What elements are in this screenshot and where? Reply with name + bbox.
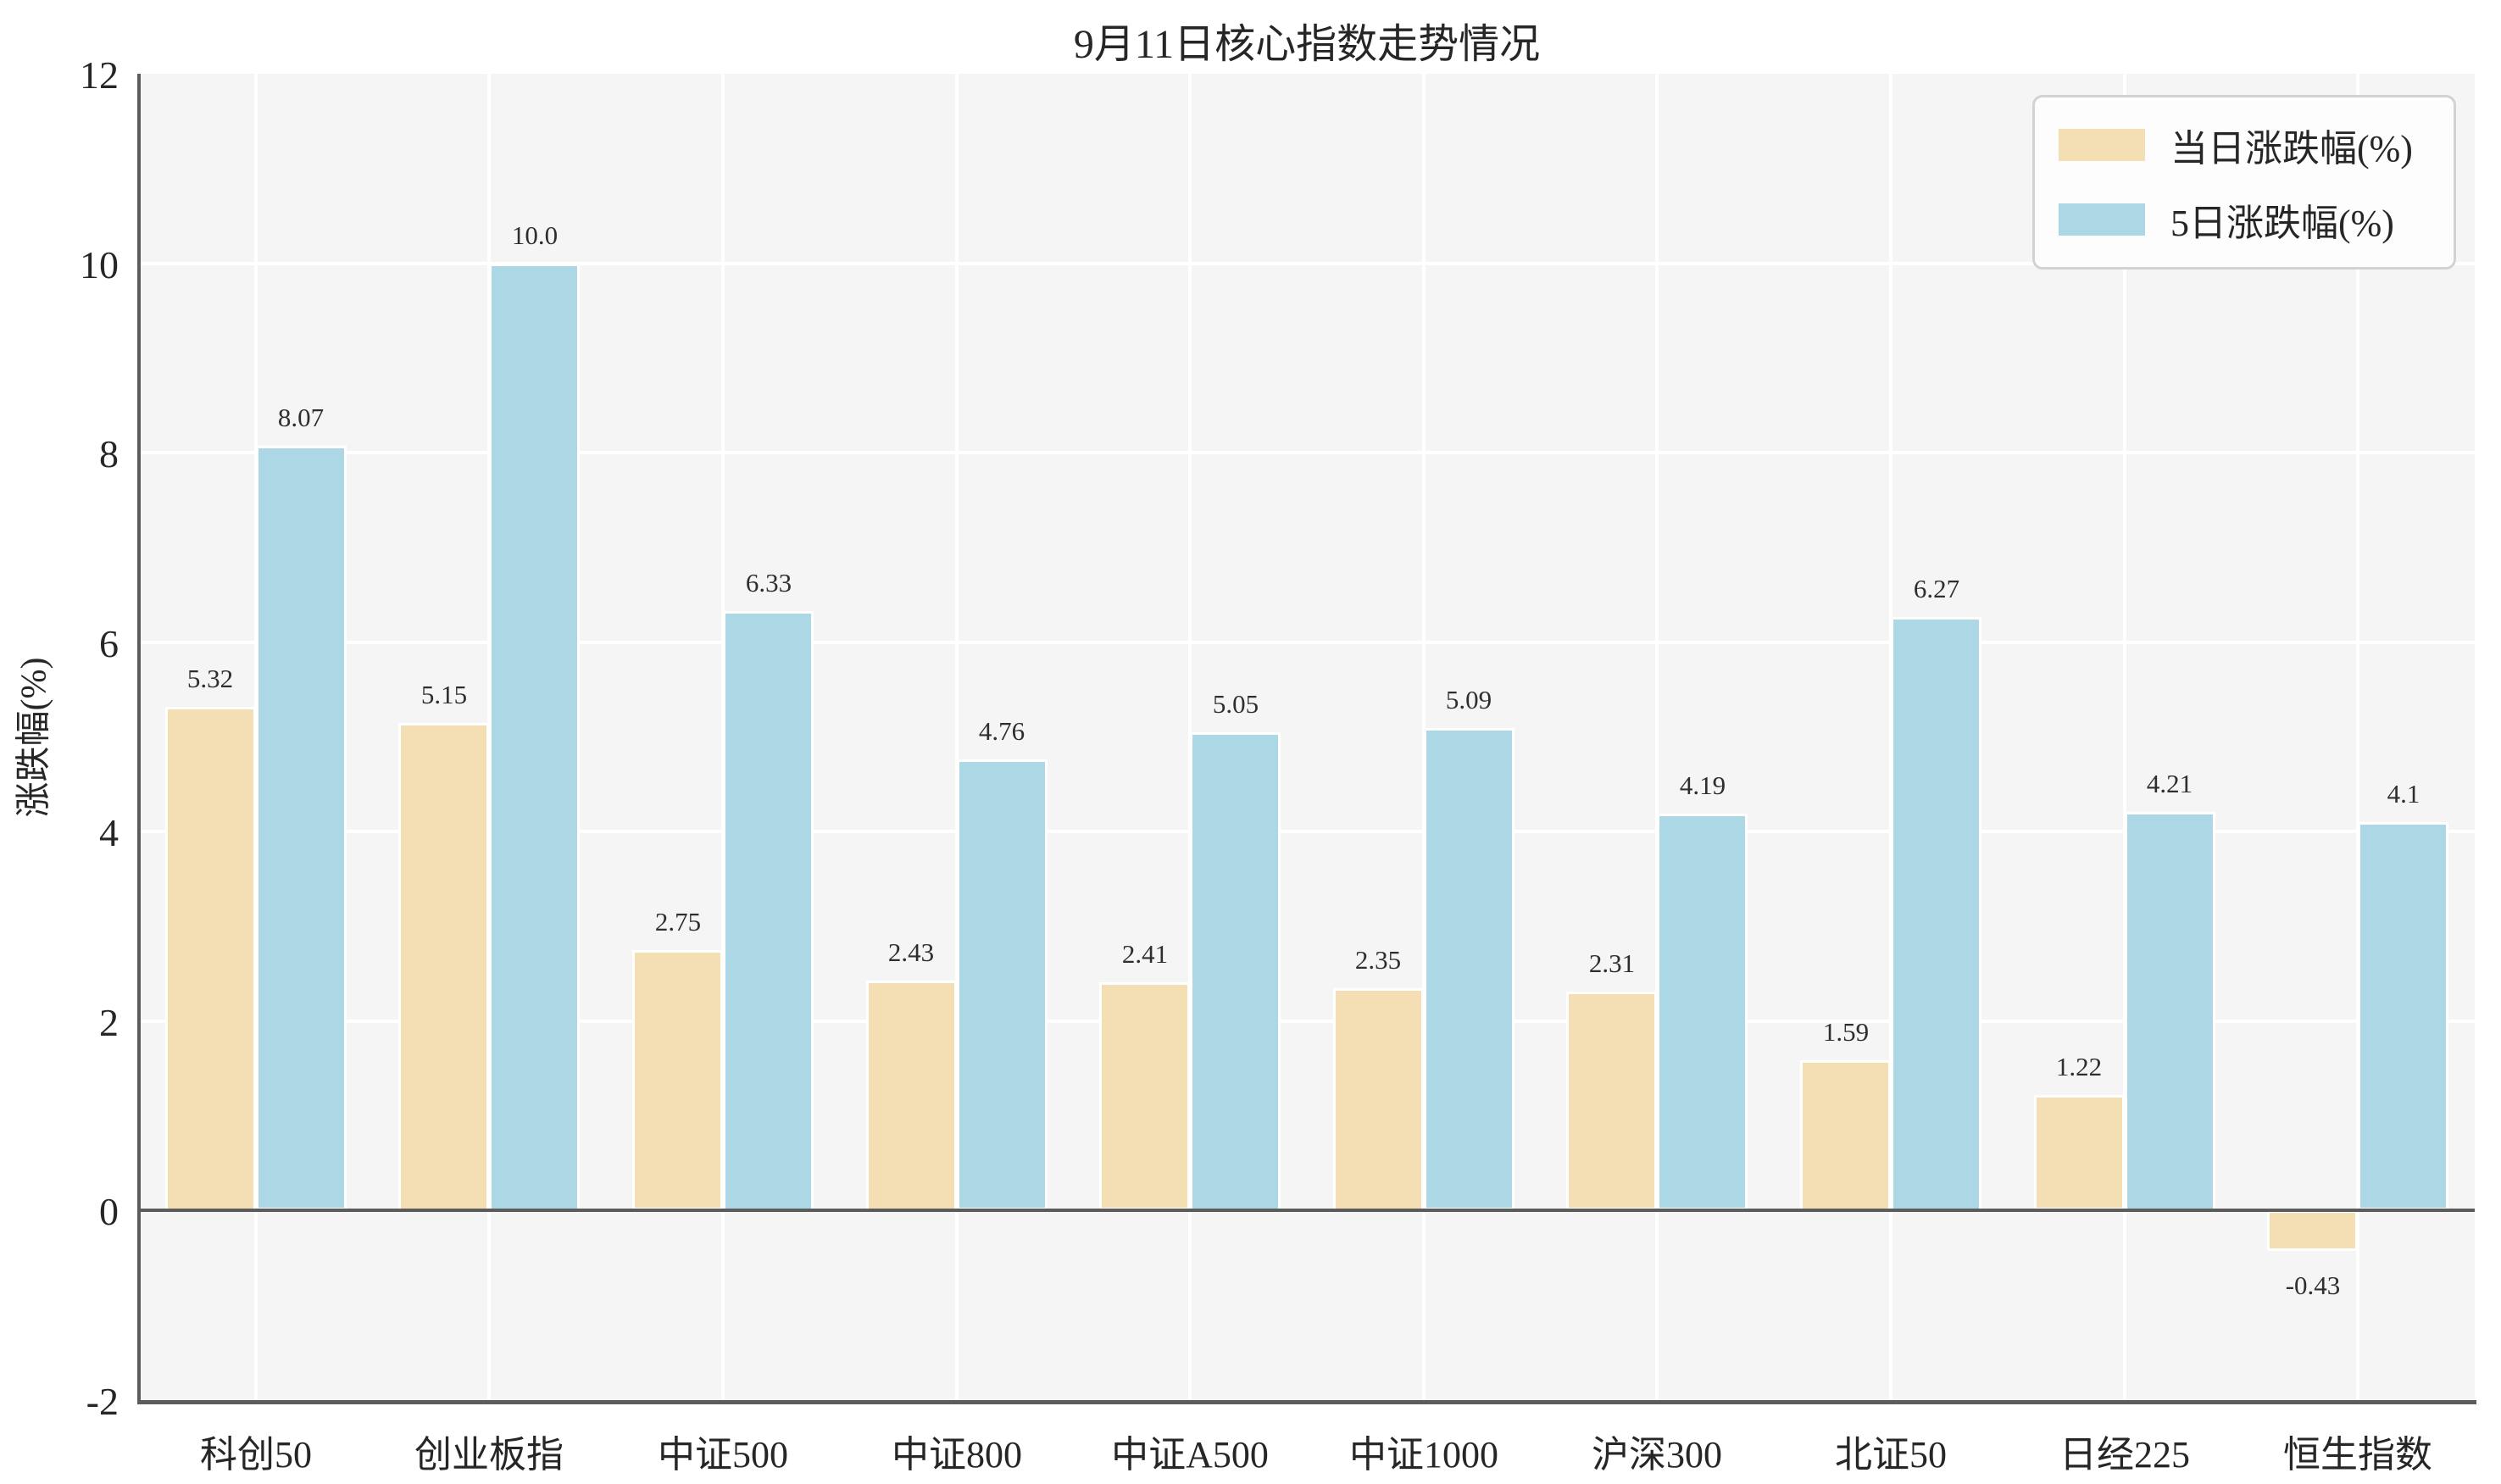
bar-value-label: 2.41 [1121,939,1169,969]
bar-value-label: 5.09 [1445,685,1492,714]
bar-5日涨跌幅(%)-中证A500 [1190,732,1281,1211]
legend: 当日涨跌幅(%) 5日涨跌幅(%) [2032,95,2456,270]
bar-当日涨跌幅(%)-中证A500 [1099,982,1190,1210]
chart-title: 9月11日核心指数走势情况 [1073,22,1541,67]
y-tick-label: 10 [80,243,119,286]
h-gridline [139,262,2475,265]
x-axis-spine [137,1400,2476,1404]
bar-5日涨跌幅(%)-北证50 [1891,617,1981,1211]
bar-5日涨跌幅(%)-日经225 [2125,812,2215,1211]
bar-value-label: 4.21 [2146,769,2193,798]
y-tick-label: 12 [80,53,119,97]
h-gridline [139,641,2475,644]
y-tick-label: 2 [99,1001,119,1044]
bar-value-label: 2.31 [1588,948,1636,978]
bar-value-label: -0.43 [2285,1270,2341,1300]
bar-value-label: 5.32 [186,664,234,693]
legend-item-5day: 5日涨跌幅(%) [2059,192,2430,247]
bar-5日涨跌幅(%)-中证800 [957,759,1048,1210]
bar-当日涨跌幅(%)-恒生指数 [2267,1210,2358,1251]
x-tick-label-中证A500: 中证A500 [1111,1434,1269,1476]
x-tick-label-创业板指: 创业板指 [414,1434,564,1476]
legend-swatch-daily [2059,129,2145,161]
bar-value-label: 6.33 [745,568,792,597]
bar-value-label: 2.43 [887,937,935,967]
y-tick-label: 8 [99,432,119,475]
v-gridline [2123,74,2126,1400]
x-tick-label-中证500: 中证500 [658,1434,788,1476]
bar-5日涨跌幅(%)-科创50 [256,446,347,1210]
bar-value-label: 8.07 [277,403,325,432]
bar-5日涨跌幅(%)-创业板指 [489,264,580,1211]
y-tick-label: 0 [99,1190,119,1233]
bar-value-label: 4.1 [2387,779,2420,809]
legend-label-daily: 当日涨跌幅(%) [2170,128,2413,170]
bar-5日涨跌幅(%)-中证500 [723,611,814,1211]
y-tick-label: 6 [99,622,119,665]
bar-当日涨跌幅(%)-中证800 [866,981,957,1211]
bar-5日涨跌幅(%)-中证1000 [1424,728,1514,1210]
v-gridline [1655,74,1659,1400]
y-tick-label: 4 [99,811,119,854]
bar-value-label: 5.15 [420,680,468,709]
bar-value-label: 4.19 [1679,770,1726,800]
bar-value-label: 1.22 [2055,1052,2103,1081]
bar-value-label: 4.76 [978,716,1025,746]
bar-当日涨跌幅(%)-创业板指 [398,723,489,1211]
legend-label-5day: 5日涨跌幅(%) [2170,203,2394,244]
x-tick-label-日经225: 日经225 [2059,1434,2190,1476]
bar-value-label: 6.27 [1913,574,1960,603]
bar-5日涨跌幅(%)-恒生指数 [2358,822,2448,1210]
x-tick-label-北证50: 北证50 [1835,1434,1947,1476]
h-gridline [139,830,2475,833]
bar-value-label: 2.75 [654,907,702,937]
bar-value-label: 10.0 [511,220,559,250]
y-axis-spine [137,74,141,1404]
legend-swatch-5day [2059,203,2145,236]
bar-value-label: 1.59 [1822,1017,1870,1047]
x-tick-label-沪深300: 沪深300 [1592,1434,1722,1476]
bar-5日涨跌幅(%)-沪深300 [1657,814,1748,1210]
x-tick-label-恒生指数: 恒生指数 [2283,1434,2432,1476]
plot-area: 5.32 5.15 2.75 2.43 2.41 2.35 2.31 1.59 1.22 -0.4… [139,74,2475,1400]
bar-value-label: 2.35 [1354,945,1402,975]
y-tick-label: -2 [86,1380,119,1423]
bar-当日涨跌幅(%)-中证1000 [1333,988,1424,1211]
bar-当日涨跌幅(%)-北证50 [1800,1060,1891,1211]
bar-当日涨跌幅(%)-日经225 [2034,1095,2125,1210]
legend-item-daily: 当日涨跌幅(%) [2059,118,2430,172]
h-gridline [139,1020,2475,1023]
y-axis-label: 涨跌幅(%) [14,657,54,818]
x-tick-label-中证1000: 中证1000 [1349,1434,1498,1476]
bar-当日涨跌幅(%)-科创50 [165,707,256,1211]
v-gridline [2356,74,2359,1400]
zero-line [139,1209,2475,1212]
bar-value-label: 5.05 [1212,689,1259,719]
x-tick-label-科创50: 科创50 [200,1434,312,1476]
v-gridline [955,74,959,1400]
x-tick-label-中证800: 中证800 [892,1434,1022,1476]
bar-当日涨跌幅(%)-沪深300 [1566,992,1657,1210]
bar-当日涨跌幅(%)-中证500 [632,950,723,1210]
h-gridline [139,451,2475,454]
